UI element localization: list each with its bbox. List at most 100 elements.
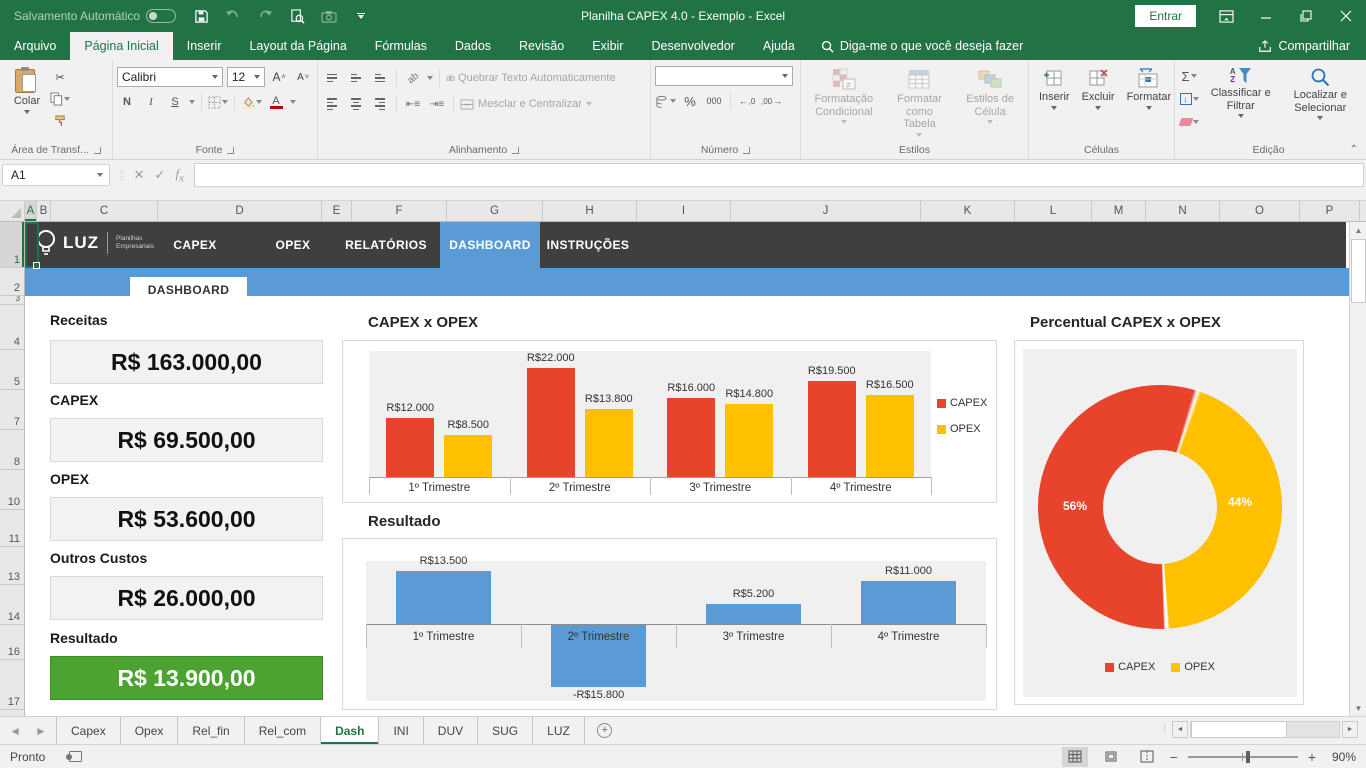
- align-top-icon[interactable]: [322, 68, 342, 88]
- format-painter-icon[interactable]: [50, 111, 70, 131]
- print-preview-icon[interactable]: [288, 7, 306, 25]
- kpi-value-4[interactable]: R$ 13.900,00: [50, 656, 323, 700]
- row-header-8[interactable]: 8: [0, 430, 24, 470]
- orientation-icon[interactable]: ab: [399, 64, 427, 92]
- font-family-select[interactable]: Calibri: [117, 67, 223, 87]
- column-header-A[interactable]: A: [25, 201, 37, 221]
- sheet-tab-rel_fin[interactable]: Rel_fin: [178, 717, 244, 744]
- row-header-4[interactable]: 4: [0, 305, 24, 350]
- autosum-icon[interactable]: Σ: [1179, 66, 1199, 86]
- increase-font-icon[interactable]: A˄: [269, 67, 289, 87]
- merge-center-button[interactable]: Mesclar e Centralizar: [460, 94, 592, 114]
- nav-item-instruções[interactable]: INSTRUÇÕES: [543, 222, 633, 268]
- nav-item-relatórios[interactable]: RELATÓRIOS: [341, 222, 431, 268]
- row-header-3[interactable]: 3: [0, 296, 24, 305]
- bold-button[interactable]: N: [117, 92, 137, 112]
- scroll-down-icon[interactable]: ▼: [1351, 700, 1366, 716]
- normal-view-icon[interactable]: [1062, 747, 1088, 767]
- column-header-N[interactable]: N: [1146, 201, 1220, 221]
- qat-customize-icon[interactable]: [352, 7, 370, 25]
- column-header-P[interactable]: P: [1300, 201, 1360, 221]
- nav-item-dashboard[interactable]: DASHBOARD: [440, 222, 540, 268]
- resultado-chart[interactable]: R$13.5001º Trimestre-R$15.8002º Trimestr…: [342, 538, 997, 710]
- sheet-tab-ini[interactable]: INI: [379, 717, 423, 744]
- font-size-select[interactable]: 12: [227, 67, 265, 87]
- ribbon-tab-revisão[interactable]: Revisão: [505, 32, 578, 60]
- ribbon-tab-fórmulas[interactable]: Fórmulas: [361, 32, 441, 60]
- redo-icon[interactable]: [256, 7, 274, 25]
- hscroll-right-icon[interactable]: ►: [1342, 721, 1358, 738]
- align-middle-icon[interactable]: [346, 68, 366, 88]
- decrease-indent-icon[interactable]: ⇤≡: [403, 94, 423, 114]
- vertical-scroll-thumb[interactable]: [1351, 239, 1366, 303]
- insert-function-icon[interactable]: fx: [175, 166, 183, 185]
- autosave-control[interactable]: Salvamento Automático: [14, 9, 176, 23]
- row-header-2[interactable]: 2: [0, 268, 24, 296]
- capex-opex-chart[interactable]: R$12.000R$8.5001º TrimestreR$22.000R$13.…: [342, 340, 997, 503]
- column-header-C[interactable]: C: [51, 201, 158, 221]
- row-header-5[interactable]: 5: [0, 350, 24, 390]
- fill-down-icon[interactable]: ↓: [1179, 89, 1199, 109]
- column-header-I[interactable]: I: [637, 201, 731, 221]
- column-header-L[interactable]: L: [1015, 201, 1092, 221]
- align-bottom-icon[interactable]: [370, 68, 390, 88]
- column-header-K[interactable]: K: [921, 201, 1015, 221]
- column-header-F[interactable]: F: [352, 201, 447, 221]
- sheet-tab-sug[interactable]: SUG: [478, 717, 533, 744]
- format-cells-button[interactable]: Formatar: [1121, 64, 1178, 113]
- scroll-up-icon[interactable]: ▲: [1351, 222, 1366, 238]
- row-header-10[interactable]: 10: [0, 470, 24, 510]
- copy-icon[interactable]: [50, 89, 70, 109]
- zoom-in-icon[interactable]: +: [1308, 749, 1316, 765]
- kpi-value-3[interactable]: R$ 26.000,00: [50, 576, 323, 620]
- font-color-icon[interactable]: A: [266, 92, 286, 112]
- paste-button[interactable]: Colar: [4, 64, 50, 117]
- align-right-icon[interactable]: [370, 94, 390, 114]
- italic-button[interactable]: I: [141, 92, 161, 112]
- ribbon-tab-dados[interactable]: Dados: [441, 32, 505, 60]
- insert-cells-button[interactable]: Inserir: [1033, 64, 1076, 113]
- increase-decimal-icon[interactable]: ←,0: [737, 91, 757, 111]
- close-button[interactable]: [1326, 0, 1366, 32]
- sheet-nav-left-icon[interactable]: ◄: [9, 724, 21, 738]
- column-header-J[interactable]: J: [731, 201, 921, 221]
- name-box[interactable]: A1: [2, 164, 110, 186]
- ribbon-tab-layout-da-página[interactable]: Layout da Página: [235, 32, 360, 60]
- column-header-E[interactable]: E: [322, 201, 352, 221]
- horizontal-scrollbar[interactable]: ⁞ ◄ ►: [1163, 721, 1358, 738]
- alignment-dialog-launcher[interactable]: [512, 147, 519, 154]
- align-center-icon[interactable]: [346, 94, 366, 114]
- column-header-G[interactable]: G: [447, 201, 543, 221]
- new-sheet-button[interactable]: +: [585, 717, 625, 744]
- sheet-tab-opex[interactable]: Opex: [121, 717, 179, 744]
- autosave-toggle[interactable]: [146, 9, 176, 23]
- nav-item-opex[interactable]: OPEX: [263, 222, 323, 268]
- kpi-value-1[interactable]: R$ 69.500,00: [50, 418, 323, 462]
- column-header-O[interactable]: O: [1220, 201, 1300, 221]
- number-dialog-launcher[interactable]: [743, 147, 750, 154]
- minimize-button[interactable]: [1246, 0, 1286, 32]
- find-select-button[interactable]: Localizar e Selecionar: [1283, 64, 1359, 123]
- row-header-11[interactable]: 11: [0, 510, 24, 547]
- column-header-M[interactable]: M: [1092, 201, 1146, 221]
- cancel-formula-icon[interactable]: ✕: [134, 167, 145, 183]
- sort-filter-button[interactable]: AZ Classificar e Filtrar: [1203, 64, 1279, 121]
- collapse-ribbon-icon[interactable]: ⌃: [1350, 144, 1358, 155]
- increase-indent-icon[interactable]: ⇥≡: [427, 94, 447, 114]
- ribbon-tab-desenvolvedor[interactable]: Desenvolvedor: [637, 32, 748, 60]
- zoom-slider-thumb[interactable]: [1246, 751, 1250, 763]
- row-header-17[interactable]: 17: [0, 660, 24, 710]
- ribbon-tab-inserir[interactable]: Inserir: [173, 32, 236, 60]
- enter-formula-icon[interactable]: ✓: [155, 167, 166, 183]
- hscroll-left-icon[interactable]: ◄: [1172, 721, 1188, 738]
- macro-record-icon[interactable]: [69, 751, 82, 762]
- kpi-value-2[interactable]: R$ 53.600,00: [50, 497, 323, 541]
- wrap-text-button[interactable]: ab Quebrar Texto Automaticamente: [446, 68, 616, 88]
- share-button[interactable]: Compartilhar: [1242, 32, 1366, 60]
- sheet-tab-luz[interactable]: LUZ: [533, 717, 585, 744]
- ribbon-tab-arquivo[interactable]: Arquivo: [0, 32, 70, 60]
- row-header-1[interactable]: 1: [0, 222, 24, 268]
- ribbon-tab-página-inicial[interactable]: Página Inicial: [70, 32, 172, 60]
- row-header-14[interactable]: 14: [0, 585, 24, 625]
- page-break-view-icon[interactable]: [1134, 747, 1160, 767]
